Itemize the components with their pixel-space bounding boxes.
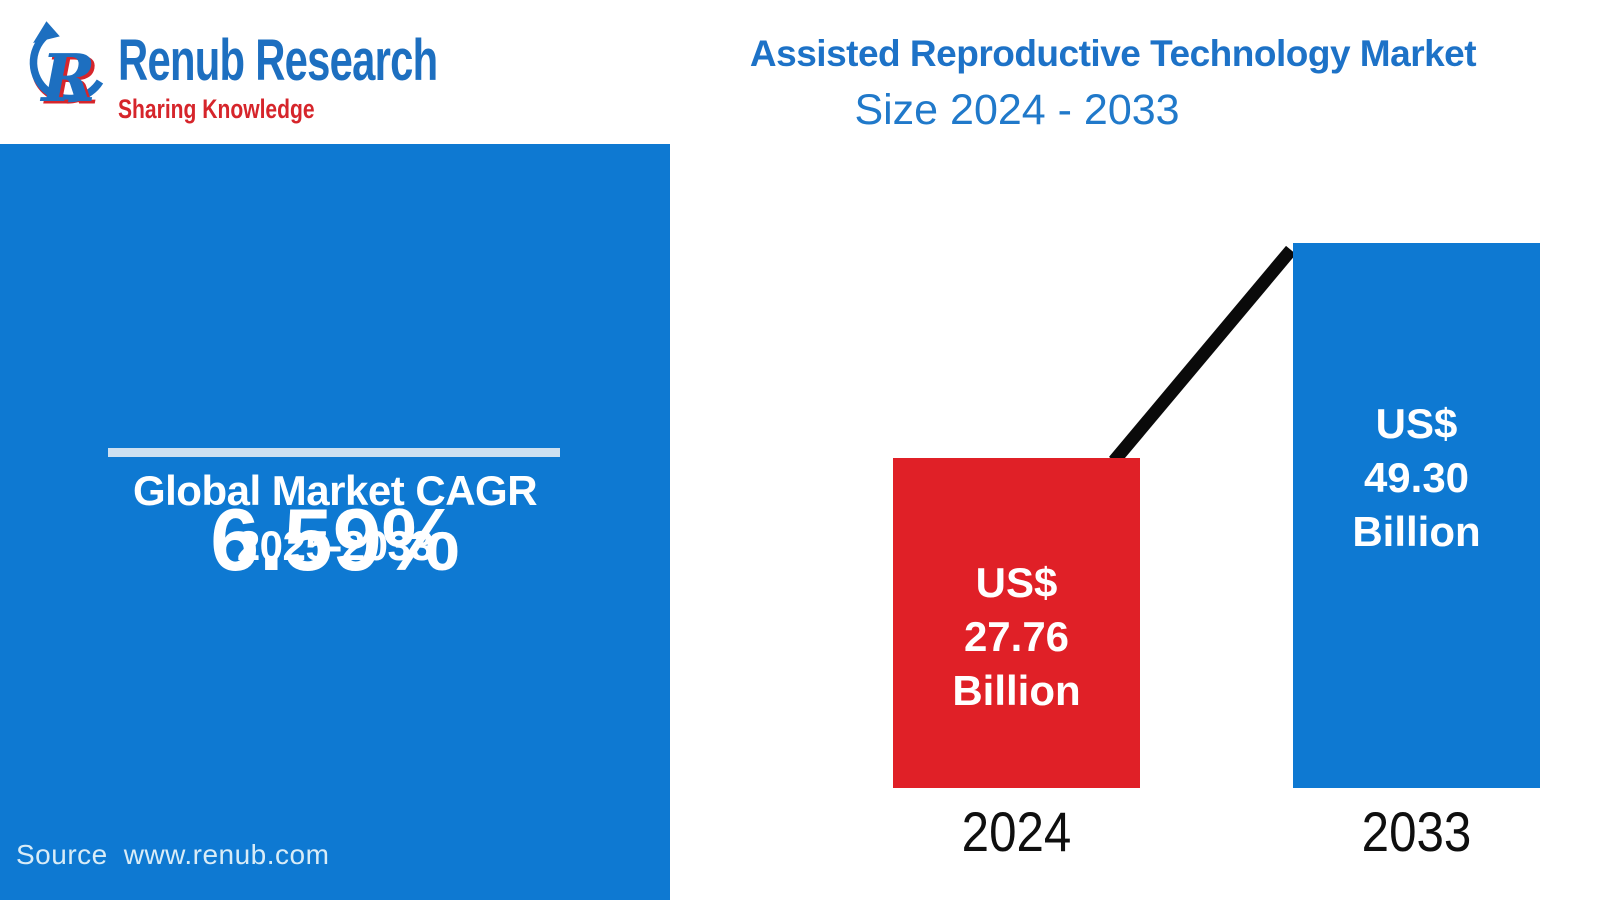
logo-text: Renub Research Sharing Knowledge — [118, 18, 562, 123]
axis-label-2024: 2024 — [961, 800, 1072, 863]
bar-2033-label-line3: Billion — [1352, 508, 1481, 555]
axis-label-2033: 2033 — [1361, 800, 1472, 863]
logo-tagline: Sharing Knowledge — [118, 94, 315, 124]
logo-name: Renub Research — [118, 28, 438, 93]
cagr-divider — [108, 448, 560, 457]
cagr-label-line1: Global Market CAGR — [132, 467, 538, 514]
chart-subtitle: Size 2024 - 2033 — [854, 86, 1180, 134]
source-label: Source — [16, 839, 108, 870]
cagr-label-line2: 2025-2033 — [236, 522, 434, 569]
bar-2024-label-line1: US$ — [975, 559, 1058, 606]
source-url: www.renub.com — [123, 839, 330, 870]
svg-text:R: R — [39, 41, 95, 117]
bar-2033-value-label: US$ 49.30 Billion — [1293, 397, 1540, 559]
source-line: Source www.renub.com — [16, 839, 329, 871]
cagr-panel: 6.59% Global Market CAGR 2025-2033 Sourc… — [0, 144, 670, 900]
renub-logo-icon: R R — [29, 21, 104, 119]
bar-2024-label-line2: 27.76 — [963, 613, 1070, 660]
svg-text:R: R — [43, 43, 99, 119]
bar-2033-label-line2: 49.30 — [1363, 454, 1470, 501]
bar-2033: US$ 49.30 Billion — [1293, 243, 1540, 788]
bar-2033-label-line1: US$ — [1375, 400, 1458, 447]
logo: R R Renub Research Sharing Knowledge — [18, 18, 562, 130]
bar-2024-value-label: US$ 27.76 Billion — [893, 556, 1140, 718]
cagr-value: 6.59% — [210, 490, 460, 589]
bar-2024-label-line3: Billion — [952, 667, 1081, 714]
chart-title: Assisted Reproductive Technology Market — [749, 33, 1477, 74]
bar-2024: US$ 27.76 Billion — [893, 458, 1140, 788]
